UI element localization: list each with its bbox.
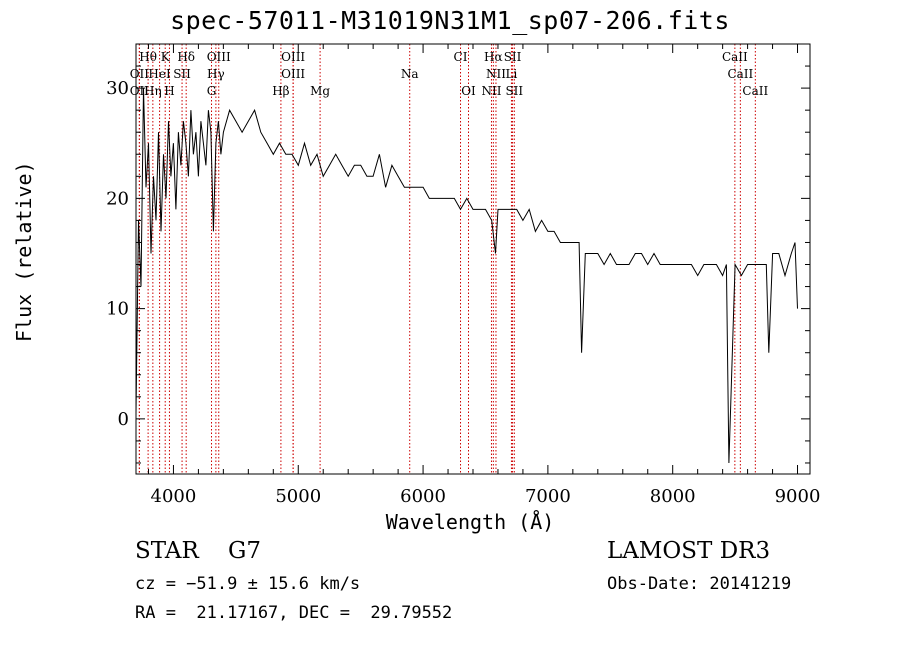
- y-tick-label: 30: [106, 78, 129, 99]
- line-label: G: [207, 84, 217, 98]
- line-label: Hθ: [139, 50, 157, 64]
- x-axis: 4000 5000 6000 7000 8000 9000: [147, 44, 821, 507]
- line-label: OIII: [281, 67, 305, 81]
- x-axis-label: Wavelength (Å): [385, 510, 555, 534]
- line-label: Mg: [310, 84, 330, 98]
- line-label: SII: [504, 50, 522, 64]
- spectrum-series: [135, 88, 798, 464]
- line-label: OIII: [281, 50, 305, 64]
- line-label: Hα: [484, 50, 503, 64]
- line-label: OII: [130, 67, 150, 81]
- line-label: Hη: [144, 84, 162, 98]
- line-label: H: [164, 84, 174, 98]
- line-label: OIII: [207, 50, 231, 64]
- line-label: Li: [506, 67, 518, 81]
- object-class: STAR G7: [135, 538, 262, 564]
- line-label: CI: [454, 50, 468, 64]
- line-label: Na: [401, 67, 419, 81]
- chart-title: spec-57011-M31019N31M1_sp07-206.fits: [170, 6, 730, 35]
- redshift-value: cz = −51.9 ± 15.6 km/s: [135, 574, 361, 594]
- x-tick-label: 4000: [151, 486, 197, 507]
- line-label: Hβ: [272, 84, 289, 98]
- line-label: CaII: [742, 84, 768, 98]
- coordinates: RA = 21.17167, DEC = 29.79552: [135, 603, 453, 623]
- plot-frame: [135, 43, 811, 475]
- y-tick-label: 0: [118, 409, 129, 430]
- survey-name: LAMOST DR3: [607, 538, 771, 564]
- line-markers: [138, 44, 756, 474]
- line-label: NII: [486, 67, 506, 81]
- line-label: CaII: [727, 67, 753, 81]
- x-tick-label: 9000: [775, 486, 821, 507]
- observation-date: Obs-Date: 20141219: [607, 574, 792, 594]
- y-tick-label: 20: [106, 188, 129, 209]
- x-tick-label: 7000: [525, 486, 571, 507]
- y-axis-label: Flux (relative): [12, 161, 36, 342]
- line-label: SII: [173, 67, 191, 81]
- x-tick-label: 6000: [400, 486, 446, 507]
- line-label: NII: [481, 84, 501, 98]
- line-label: SII: [505, 84, 523, 98]
- line-label: HeI: [148, 67, 171, 81]
- line-label: K: [161, 50, 171, 64]
- y-tick-label: 10: [106, 299, 129, 320]
- line-label: OII: [130, 84, 150, 98]
- line-label: CaII: [722, 50, 748, 64]
- x-tick-label: 5000: [275, 486, 321, 507]
- line-label: Hγ: [207, 67, 225, 81]
- line-label: Hδ: [177, 50, 195, 64]
- line-label: OI: [461, 84, 476, 98]
- y-axis: 0 10 20 30: [106, 43, 810, 464]
- x-tick-label: 8000: [650, 486, 696, 507]
